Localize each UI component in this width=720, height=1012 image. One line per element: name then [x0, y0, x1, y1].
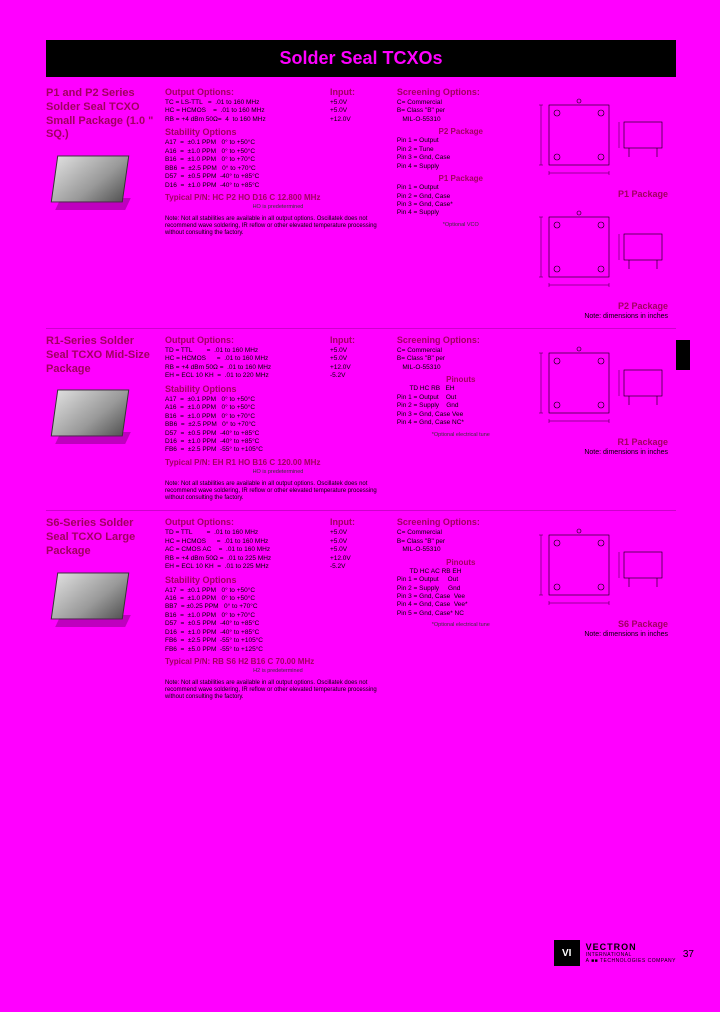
stability-header: Stability Options	[165, 127, 391, 137]
pinout-rows: TD HC RB EH Pin 1 = Output Out Pin 2 = S…	[397, 385, 525, 427]
pn-value: EH R1 HO B16 C 120.00 MHz	[212, 458, 320, 467]
section-note: Note: Not all stabilities are available …	[165, 216, 391, 238]
screening: C= Commercial B= Class "B" per MIL-O-553…	[397, 529, 525, 554]
pinout-header: P2 Package	[397, 127, 525, 136]
package-label: P1 Package	[529, 189, 676, 199]
company-tagline: A ■■ TECHNOLOGIES COMPANY	[586, 958, 676, 964]
series-title: P1 and P2 Series Solder Seal TCXO Small …	[46, 87, 159, 142]
stability: A17 = ±0.1 PPM 0° to +50°C A16 = ±1.0 PP…	[165, 587, 391, 655]
chip-image	[46, 384, 136, 454]
package-diagram	[529, 87, 669, 187]
input-header: Input:	[330, 335, 390, 345]
footer: VI VECTRON INTERNATIONAL A ■■ TECHNOLOGI…	[554, 940, 676, 966]
dimension-note: Note: dimensions in inches	[529, 631, 676, 638]
pinout-rows: Pin 1 = Output Pin 2 = Tune Pin 3 = Gnd,…	[397, 137, 525, 171]
product-section: P1 and P2 Series Solder Seal TCXO Small …	[46, 87, 676, 329]
pinout-rows: TD HC AC RB EH Pin 1 = Output Out Pin 2 …	[397, 568, 525, 619]
outputs: TD = TTL = .01 to 160 MHz HC = HCMOS = .…	[165, 347, 330, 381]
stability: A17 = ±0.1 PPM 0° to +50°C A16 = ±1.0 PP…	[165, 139, 391, 190]
pn-value: RB S6 H2 B16 C 70.00 MHz	[212, 657, 314, 666]
package-label: R1 Package	[529, 437, 676, 447]
screening: C= Commercial B= Class "B" per MIL-O-553…	[397, 347, 525, 372]
vectron-logo: VI	[554, 940, 580, 966]
pn-note: H2 is predetermined	[165, 668, 391, 674]
product-section: S6-Series Solder Seal TCXO Large Package…	[46, 517, 676, 709]
screening-header: Screening Options:	[397, 87, 525, 97]
package-label: P2 Package	[529, 301, 676, 311]
package-label: S6 Package	[529, 619, 676, 629]
series-title: R1-Series Solder Seal TCXO Mid-Size Pack…	[46, 335, 159, 376]
outputs: TD = TTL = .01 to 160 MHz HC = HCMOS = .…	[165, 529, 330, 571]
pn-label: Typical P/N:	[165, 657, 210, 666]
dimension-note: Note: dimensions in inches	[529, 449, 676, 456]
inputs: +5.0V +5.0V +12.0V -5.2V	[330, 347, 390, 381]
opt-note: *Optional electrical tune	[397, 432, 525, 438]
pn-label: Typical P/N:	[165, 193, 210, 202]
opt-note: *Optional VCO	[397, 222, 525, 228]
product-section: R1-Series Solder Seal TCXO Mid-Size Pack…	[46, 335, 676, 511]
package-diagram	[529, 517, 669, 617]
page-number: 37	[683, 949, 694, 960]
company-name: VECTRON	[586, 943, 676, 952]
output-header: Output Options:	[165, 517, 330, 527]
pn-note: HO is predetermined	[165, 469, 391, 475]
stability-header: Stability Options	[165, 384, 391, 394]
chip-image	[46, 567, 136, 637]
pinout-header: Pinouts	[397, 558, 525, 567]
pn-value: HC P2 HO D16 C 12.800 MHz	[212, 193, 320, 202]
pinout-header: Pinouts	[397, 375, 525, 384]
section-note: Note: Not all stabilities are available …	[165, 680, 391, 702]
chip-image	[46, 150, 136, 220]
package-diagram	[529, 335, 669, 435]
screening-header: Screening Options:	[397, 335, 525, 345]
pn-note: HO is predetermined	[165, 204, 391, 210]
stability-header: Stability Options	[165, 575, 391, 585]
section-note: Note: Not all stabilities are available …	[165, 481, 391, 503]
input-header: Input:	[330, 87, 390, 97]
pn-label: Typical P/N:	[165, 458, 210, 467]
package-diagram	[529, 199, 669, 299]
stability: A17 = ±0.1 PPM 0° to +50°C A16 = ±1.0 PP…	[165, 396, 391, 455]
pinout-rows: Pin 1 = Output Pin 2 = Gnd, Case Pin 3 =…	[397, 184, 525, 218]
inputs: +5.0V +5.0V +12.0V	[330, 99, 390, 124]
outputs: TC = LS-TTL = .01 to 160 MHz HC = HCMOS …	[165, 99, 330, 124]
dimension-note: Note: dimensions in inches	[529, 313, 676, 320]
screening: C= Commercial B= Class "B" per MIL-O-553…	[397, 99, 525, 124]
pinout-header: P1 Package	[397, 174, 525, 183]
series-title: S6-Series Solder Seal TCXO Large Package	[46, 517, 159, 558]
input-header: Input:	[330, 517, 390, 527]
output-header: Output Options:	[165, 87, 330, 97]
page-title: Solder Seal TCXOs	[46, 40, 676, 77]
screening-header: Screening Options:	[397, 517, 525, 527]
output-header: Output Options:	[165, 335, 330, 345]
opt-note: *Optional electrical tune	[397, 622, 525, 628]
inputs: +5.0V +5.0V +5.0V +12.0V -5.2V	[330, 529, 390, 571]
side-tab	[676, 340, 690, 370]
